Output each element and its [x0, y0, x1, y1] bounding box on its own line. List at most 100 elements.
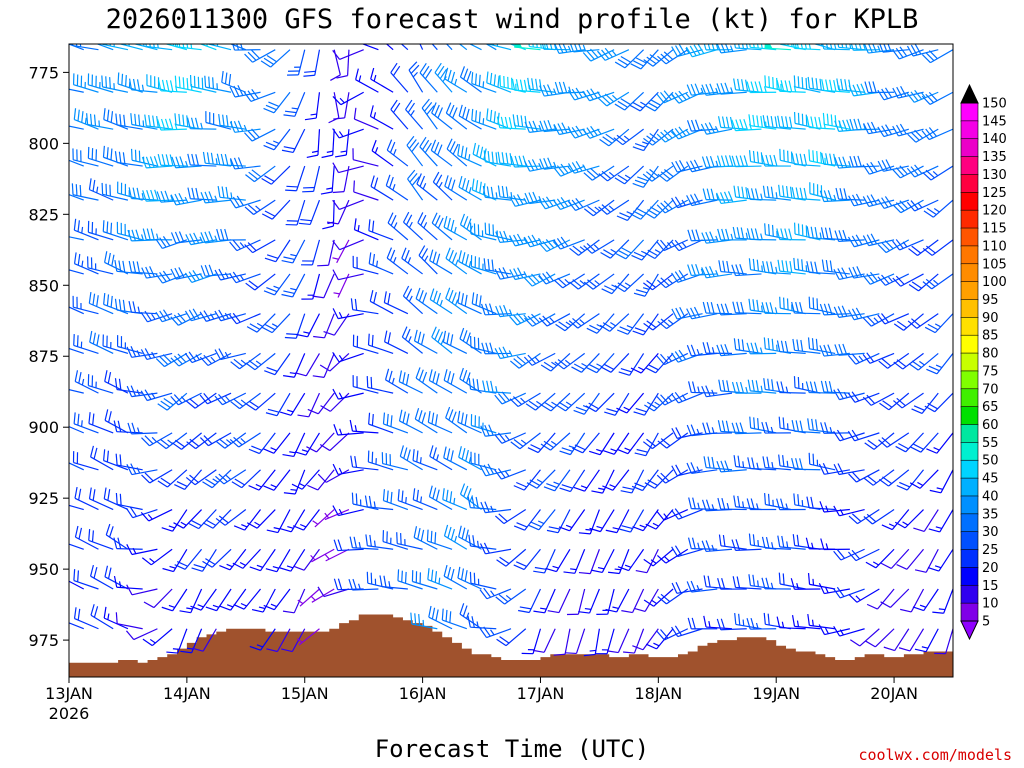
barb-half: [456, 35, 459, 41]
barb-full: [635, 57, 647, 64]
barb-staff: [184, 469, 203, 490]
barb-staff: [295, 165, 306, 191]
barb-full: [155, 358, 165, 367]
wind-barb: [400, 44, 409, 51]
barb-full: [173, 355, 183, 365]
barb-full: [697, 44, 705, 54]
barb-half: [833, 194, 837, 202]
barb-staff: [69, 125, 84, 130]
barb-full: [332, 269, 339, 280]
barb-full: [615, 252, 627, 260]
barb-staff: [823, 270, 850, 275]
barb-staff: [317, 469, 335, 491]
barb-full: [866, 273, 875, 284]
barb-half: [756, 503, 759, 510]
barb-full: [720, 155, 726, 167]
barb-full: [838, 120, 844, 132]
barb-full: [569, 44, 575, 53]
barb-staff: [501, 469, 526, 480]
barb-full: [820, 538, 825, 550]
barb-full: [419, 175, 426, 187]
barb-full: [731, 264, 737, 276]
barb-half: [760, 233, 763, 240]
wind-barb: [321, 129, 335, 159]
barb-full: [761, 154, 766, 167]
barb-staff: [383, 423, 409, 434]
wind-barb: [353, 180, 379, 201]
barb-full: [63, 413, 65, 424]
wind-barb: [764, 493, 792, 511]
barb-full: [780, 340, 785, 353]
barb-staff: [809, 126, 836, 130]
barb-full: [588, 364, 600, 371]
wind-barb: [127, 422, 158, 435]
barb-full: [217, 185, 221, 198]
barb-full: [671, 94, 680, 104]
barb-staff: [339, 199, 364, 211]
barb-full: [895, 47, 904, 58]
barb-full: [333, 578, 339, 590]
barb-full: [671, 509, 679, 520]
barb-full: [75, 44, 78, 47]
barb-full: [692, 497, 696, 509]
barb-full: [462, 605, 468, 617]
barb-full: [547, 119, 553, 132]
barb-full: [695, 263, 700, 276]
barb-full: [170, 357, 180, 367]
wind-barb: [471, 108, 497, 130]
barb-full: [105, 44, 108, 46]
barb-staff: [706, 128, 733, 135]
barb-full: [709, 231, 715, 243]
barb-full: [724, 155, 730, 167]
barb-full: [756, 115, 759, 127]
wind-barb: [716, 460, 747, 473]
barb-staff: [445, 257, 468, 275]
barb-half: [523, 197, 528, 204]
barb-full: [432, 487, 437, 499]
barb-full: [284, 110, 297, 114]
wind-barb: [862, 161, 895, 175]
barb-staff: [444, 185, 468, 201]
barb-half: [243, 124, 248, 132]
barb-full: [479, 589, 488, 600]
barb-full: [724, 82, 730, 94]
wind-barb: [494, 346, 526, 360]
barb-full: [556, 238, 565, 248]
wind-barb: [633, 392, 659, 416]
barb-full: [660, 171, 671, 180]
barb-full: [607, 650, 619, 654]
barb-full: [895, 167, 905, 177]
barb-full: [671, 393, 679, 404]
barb-full: [265, 568, 278, 573]
barb-staff: [735, 89, 762, 93]
barb-full: [232, 44, 236, 51]
barb-full: [190, 117, 195, 129]
wind-barb: [320, 166, 335, 195]
barb-staff: [920, 432, 939, 453]
barb-full: [583, 281, 594, 290]
barb-full: [877, 198, 885, 209]
barb-full: [466, 332, 471, 344]
wind-barb: [764, 223, 792, 241]
barb-half: [528, 85, 532, 92]
wind-barb: [566, 588, 586, 616]
barb-staff: [103, 460, 129, 471]
wind-barb: [351, 492, 379, 511]
barb-half: [540, 607, 547, 610]
barb-full: [141, 267, 148, 279]
barb-staff: [589, 509, 600, 535]
barb-staff: [809, 429, 836, 434]
wind-barb: [483, 150, 512, 167]
barb-staff: [663, 239, 689, 252]
barb-full: [370, 376, 373, 389]
wind-barb: [283, 353, 306, 378]
barb-full: [159, 310, 167, 321]
barb-full: [261, 326, 273, 334]
barb-full: [350, 455, 354, 468]
barb-full: [805, 537, 810, 549]
barb-half: [594, 206, 601, 212]
barb-staff: [323, 273, 335, 299]
barb-full: [117, 420, 122, 433]
wind-barb: [644, 239, 674, 260]
barb-half: [774, 307, 778, 314]
